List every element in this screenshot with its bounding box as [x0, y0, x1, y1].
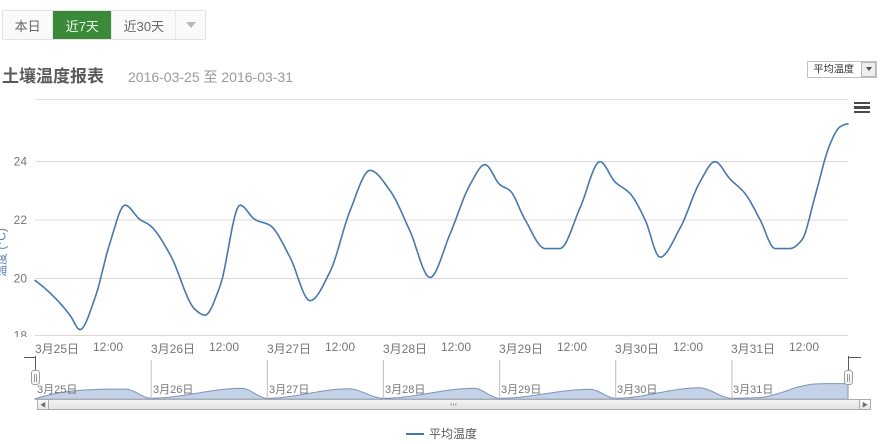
svg-text:20: 20 [14, 272, 28, 286]
svg-text:18: 18 [14, 328, 28, 337]
svg-text:24: 24 [14, 155, 28, 169]
svg-text:22: 22 [14, 213, 28, 227]
